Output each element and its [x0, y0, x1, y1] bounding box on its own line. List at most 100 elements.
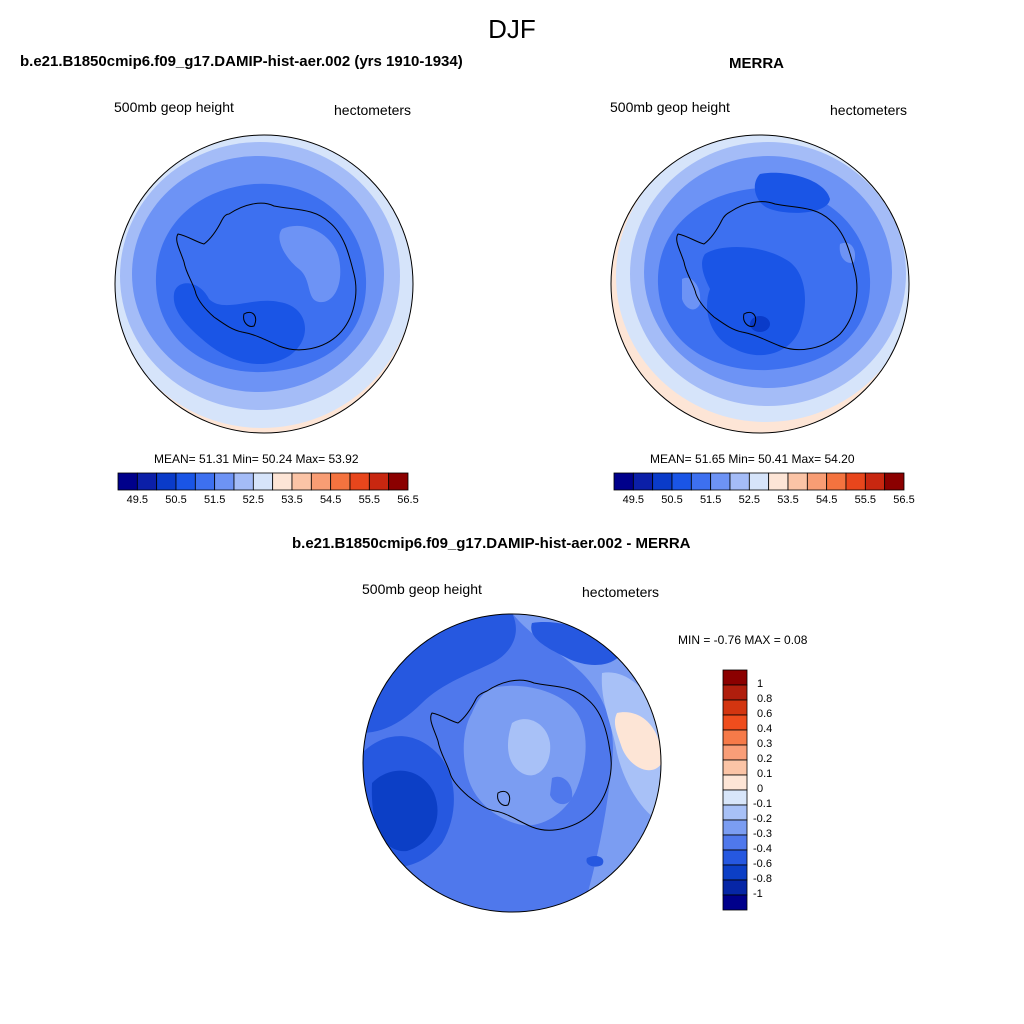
obs-colorbar-box [884, 472, 905, 491]
diff-colorbar-box [722, 759, 748, 776]
diff-map [362, 613, 662, 913]
obs-colorbar-tick-label: 51.5 [699, 494, 722, 506]
obs-colorbar-tick-label: 53.5 [777, 494, 799, 506]
obs-colorbar-box [826, 472, 847, 491]
model-field-label: 500mb geop height [114, 99, 234, 115]
model-mean-value: 51.31 [199, 452, 230, 466]
diff-colorbar-box [722, 669, 748, 686]
diff-colorbar-tick-label: -0.1 [753, 798, 772, 810]
model-colorbar-box [310, 472, 332, 491]
obs-colorbar-tick-label: 52.5 [738, 494, 761, 506]
obs-colorbar-box [613, 472, 634, 491]
obs-units-label: hectometers [830, 102, 908, 118]
diff-colorbar-box [722, 879, 748, 896]
diff-colorbar-tick-label: 0.3 [757, 738, 773, 750]
model-colorbar-tick-label: 55.5 [358, 494, 381, 506]
obs-colorbar-tick-label: 49.5 [622, 494, 645, 506]
obs-min-value: 50.41 [758, 452, 789, 466]
diff-colorbar-tick-label: 1 [757, 678, 764, 690]
model-colorbar-box [136, 472, 158, 491]
diff-colorbar-tick-label: -0.6 [753, 858, 772, 870]
obs-colorbar-box [845, 472, 866, 491]
obs-colorbar-tick-label: 50.5 [661, 494, 683, 506]
diff-colorbar-tick-label: 0.6 [757, 708, 773, 720]
model-max-value: 53.92 [328, 452, 359, 466]
diff-colorbar-tick-label: 0 [757, 783, 764, 795]
obs-min-label: Min= [728, 452, 755, 466]
model-map [114, 134, 414, 434]
obs-colorbar [613, 472, 905, 491]
model-colorbar-tick-label: 49.5 [126, 494, 149, 506]
obs-colorbar-tick-label: 54.5 [815, 494, 838, 506]
obs-panel-title: MERRA [729, 55, 784, 72]
obs-mean-label: MEAN= [650, 452, 692, 466]
diff-colorbar-tick-label: 0.2 [757, 753, 773, 765]
model-colorbar-box [291, 472, 312, 491]
diff-colorbar-tick-label: -0.8 [753, 873, 772, 885]
obs-colorbar-box [729, 472, 750, 491]
diff-panel-title: b.e21.B1850cmip6.f09_g17.DAMIP-hist-aer.… [292, 535, 691, 552]
diff-units-label: hectometers [582, 584, 660, 600]
model-colorbar-tick-label: 53.5 [281, 494, 303, 506]
model-colorbar-box [388, 472, 409, 491]
model-min-value: 50.24 [262, 452, 293, 466]
obs-colorbar-box [710, 472, 731, 491]
obs-colorbar-box [864, 472, 886, 491]
diff-colorbar-box [722, 804, 748, 821]
diff-colorbar-box [722, 789, 748, 806]
diff-colorbar-box [722, 834, 748, 851]
model-colorbar-tick-label: 51.5 [203, 494, 226, 506]
model-units-label: hectometers [334, 102, 412, 118]
obs-max-label: Max= [791, 452, 822, 466]
diff-minmax: MIN = -0.76 MAX = 0.08 [678, 633, 808, 647]
model-colorbar-box [330, 472, 351, 491]
diff-colorbar-tick-label: -0.2 [753, 813, 772, 825]
obs-colorbar-tick-label: 56.5 [893, 494, 915, 506]
obs-stats: MEAN= 51.65 Min= 50.41 Max= 54.20 [650, 452, 855, 466]
diff-colorbar-box [722, 684, 748, 701]
model-stats: MEAN= 51.31 Min= 50.24 Max= 53.92 [154, 452, 359, 466]
diff-colorbar-box [722, 864, 748, 881]
diff-colorbar-box [722, 894, 748, 911]
obs-mean-value: 51.65 [695, 452, 726, 466]
diff-colorbar-tick-label: -0.3 [753, 828, 772, 840]
model-max-label: Max= [295, 452, 326, 466]
diff-colorbar-box [722, 699, 748, 716]
obs-colorbar-box [690, 472, 712, 491]
obs-colorbar-box [787, 472, 808, 491]
model-colorbar [117, 472, 409, 491]
diff-colorbar-tick-label: 0.1 [757, 768, 773, 780]
diff-colorbar-box [722, 849, 748, 866]
model-colorbar-box [175, 472, 196, 491]
obs-max-value: 54.20 [824, 452, 855, 466]
obs-field-label: 500mb geop height [610, 99, 730, 115]
obs-colorbar-box [632, 472, 654, 491]
diff-colorbar-box [722, 819, 748, 836]
model-colorbar-box [368, 472, 390, 491]
diff-colorbar-tick-label: 0.8 [757, 693, 773, 705]
model-colorbar-box [349, 472, 370, 491]
model-colorbar-labels: 49.5 50.5 51.5 52.5 53.5 54.5 55.5 56.5 [118, 494, 419, 508]
diff-field-label: 500mb geop height [362, 581, 482, 597]
model-colorbar-box [117, 472, 138, 491]
obs-colorbar-box [806, 472, 828, 491]
diff-colorbar [722, 669, 748, 911]
model-colorbar-box [272, 472, 293, 491]
model-panel-title: b.e21.B1850cmip6.f09_g17.DAMIP-hist-aer.… [20, 53, 463, 70]
diff-colorbar-box [722, 744, 748, 761]
model-colorbar-box [194, 472, 216, 491]
diff-colorbar-tick-label: 0.4 [757, 723, 773, 735]
model-colorbar-box [156, 472, 177, 491]
model-colorbar-box [252, 472, 274, 491]
model-colorbar-tick-label: 52.5 [242, 494, 265, 506]
obs-colorbar-box [671, 472, 692, 491]
model-colorbar-box [233, 472, 254, 491]
model-colorbar-box [214, 472, 235, 491]
obs-colorbar-tick-label: 55.5 [854, 494, 877, 506]
obs-colorbar-box [768, 472, 789, 491]
model-mean-label: MEAN= [154, 452, 196, 466]
model-colorbar-tick-label: 56.5 [397, 494, 419, 506]
model-min-label: Min= [232, 452, 259, 466]
diff-colorbar-labels: 1 0.8 0.6 0.4 0.3 0.2 0.1 0 -0.1 -0.2 -0.3 -0.4 -0.6… [753, 670, 793, 910]
figure-title: DJF [488, 14, 536, 44]
